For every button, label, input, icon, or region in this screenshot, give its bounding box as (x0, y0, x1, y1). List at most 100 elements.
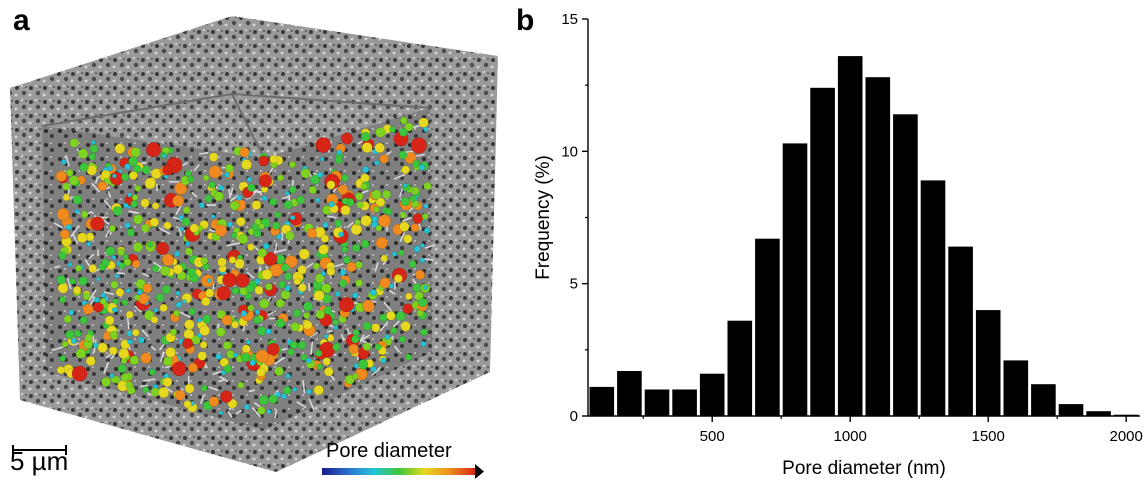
pore-throat (88, 253, 95, 260)
pore-throat (134, 305, 142, 313)
pore-sphere (362, 321, 372, 331)
pore-sphere (63, 314, 72, 324)
y-tick-label: 15 (561, 11, 578, 28)
pore-sphere (351, 292, 359, 299)
pore-sphere (130, 146, 142, 158)
pore-sphere (72, 194, 83, 205)
pore-throat (330, 375, 336, 382)
pore-sphere (182, 299, 187, 304)
pore-sphere (332, 342, 341, 352)
pore-sphere (412, 159, 421, 168)
pore-throat (302, 380, 306, 394)
histogram-bar (1058, 404, 1084, 416)
pore-sphere (380, 254, 388, 263)
pore-throat (379, 321, 389, 332)
pore-throat (248, 389, 256, 393)
pore-sphere (312, 262, 320, 270)
pore-sphere (382, 189, 392, 199)
pore-sphere (65, 168, 74, 177)
histogram-bar (837, 56, 863, 416)
pore-sphere (174, 181, 188, 195)
pore-sphere (224, 163, 234, 173)
pore-throat (274, 409, 278, 419)
histogram-bar (755, 238, 780, 416)
histogram-bar (893, 114, 918, 417)
pore-sphere (403, 234, 413, 244)
pore-sphere (334, 155, 343, 165)
pore-sphere (99, 297, 107, 305)
pore-sphere (105, 246, 116, 257)
pore-sphere (202, 314, 212, 324)
pore-sphere (111, 306, 118, 313)
pore-sphere (115, 287, 125, 297)
pore-sphere (298, 248, 310, 260)
pore-sphere (182, 206, 191, 215)
pore-sphere (332, 319, 339, 326)
pore-throat (53, 222, 63, 229)
pore-sphere (369, 288, 377, 296)
pore-sphere (162, 164, 174, 176)
pore-sphere (118, 348, 130, 360)
pore-sphere (310, 174, 321, 185)
pore-sphere (354, 218, 361, 226)
pore-sphere (423, 227, 431, 234)
pore-sphere (144, 177, 156, 190)
pore-sphere (200, 256, 209, 265)
pore-sphere (161, 253, 175, 267)
pore-sphere (320, 270, 327, 277)
pore-throat (273, 356, 286, 365)
pore-throat (398, 188, 404, 198)
histogram-bar (1031, 384, 1056, 416)
pore-sphere (128, 156, 138, 167)
pore-sphere (326, 180, 336, 190)
scale-bar (12, 445, 67, 455)
pore-sphere (256, 367, 266, 378)
pore-sphere (161, 285, 171, 295)
pore-sphere (258, 395, 269, 406)
pore-throat (51, 346, 64, 352)
pore-sphere (109, 330, 119, 340)
pore-sphere (418, 117, 429, 128)
pore-sphere (134, 184, 142, 192)
pore-sphere (75, 348, 87, 359)
pore-sphere (280, 263, 290, 272)
pore-sphere (97, 181, 108, 192)
pore-sphere (371, 215, 378, 223)
pore-sphere (375, 236, 388, 249)
pore-throat (116, 272, 126, 275)
pore-sphere (101, 376, 111, 387)
pore-throat (340, 334, 345, 342)
pore-sphere (80, 210, 89, 219)
pore-throat (142, 378, 156, 382)
pore-sphere (74, 208, 80, 214)
pore-throat (374, 262, 379, 272)
pore-sphere (318, 244, 329, 255)
pore-sphere (131, 328, 140, 337)
pore-sphere (275, 298, 285, 308)
pore-sphere (423, 285, 429, 291)
pore-sphere (220, 370, 226, 376)
pore-sphere (362, 299, 375, 313)
pore-sphere (184, 383, 195, 394)
pore-sphere (289, 214, 296, 221)
pore-sphere (391, 251, 398, 257)
pore-throat (371, 366, 382, 376)
pore-sphere (398, 150, 408, 160)
pore-sphere (223, 364, 233, 374)
pore-throat (235, 409, 243, 415)
pore-throat (191, 191, 198, 198)
pore-sphere (156, 241, 170, 255)
pore-throat (88, 288, 97, 302)
pore-sphere (114, 273, 120, 279)
pore-sphere (120, 172, 130, 182)
pore-sphere (142, 283, 153, 294)
pore-throat (273, 248, 287, 254)
pore-sphere (362, 342, 372, 352)
pore-sphere (84, 333, 93, 342)
pore-sphere (402, 303, 414, 314)
histogram-bar (782, 143, 808, 416)
pore-sphere (234, 258, 245, 269)
pore-sphere (240, 352, 251, 363)
pore-sphere (109, 373, 115, 379)
pore-throat (139, 384, 148, 388)
